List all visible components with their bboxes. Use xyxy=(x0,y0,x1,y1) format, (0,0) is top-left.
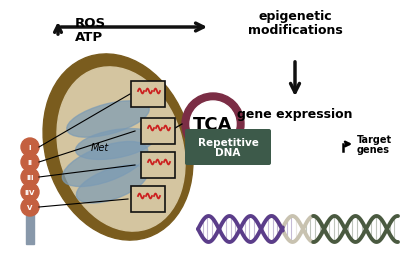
Ellipse shape xyxy=(67,101,149,138)
Circle shape xyxy=(21,138,39,156)
Text: Met: Met xyxy=(91,142,109,152)
Ellipse shape xyxy=(43,55,193,240)
Text: gene expression: gene expression xyxy=(237,108,353,121)
Circle shape xyxy=(21,183,39,201)
Text: III: III xyxy=(26,174,34,180)
Bar xyxy=(131,186,165,212)
Bar xyxy=(26,139,34,244)
Text: Target
genes: Target genes xyxy=(357,134,392,155)
Text: I: I xyxy=(29,145,31,150)
Ellipse shape xyxy=(76,129,154,160)
Ellipse shape xyxy=(182,94,244,155)
Text: TCA: TCA xyxy=(193,116,233,133)
Ellipse shape xyxy=(57,68,185,231)
Circle shape xyxy=(21,153,39,171)
Circle shape xyxy=(21,198,39,216)
Ellipse shape xyxy=(190,102,236,147)
Ellipse shape xyxy=(76,165,148,203)
Text: IIV: IIV xyxy=(25,189,35,195)
Text: epigenetic
modifications: epigenetic modifications xyxy=(248,10,342,37)
Text: ROS
ATP: ROS ATP xyxy=(75,17,106,44)
Text: Repetitive
DNA: Repetitive DNA xyxy=(198,137,258,158)
Bar xyxy=(141,119,175,145)
Text: V: V xyxy=(27,204,33,210)
Circle shape xyxy=(21,168,39,186)
Bar xyxy=(131,82,165,108)
Bar xyxy=(141,152,175,178)
Ellipse shape xyxy=(62,142,148,187)
Text: II: II xyxy=(28,159,32,165)
FancyBboxPatch shape xyxy=(185,130,271,165)
